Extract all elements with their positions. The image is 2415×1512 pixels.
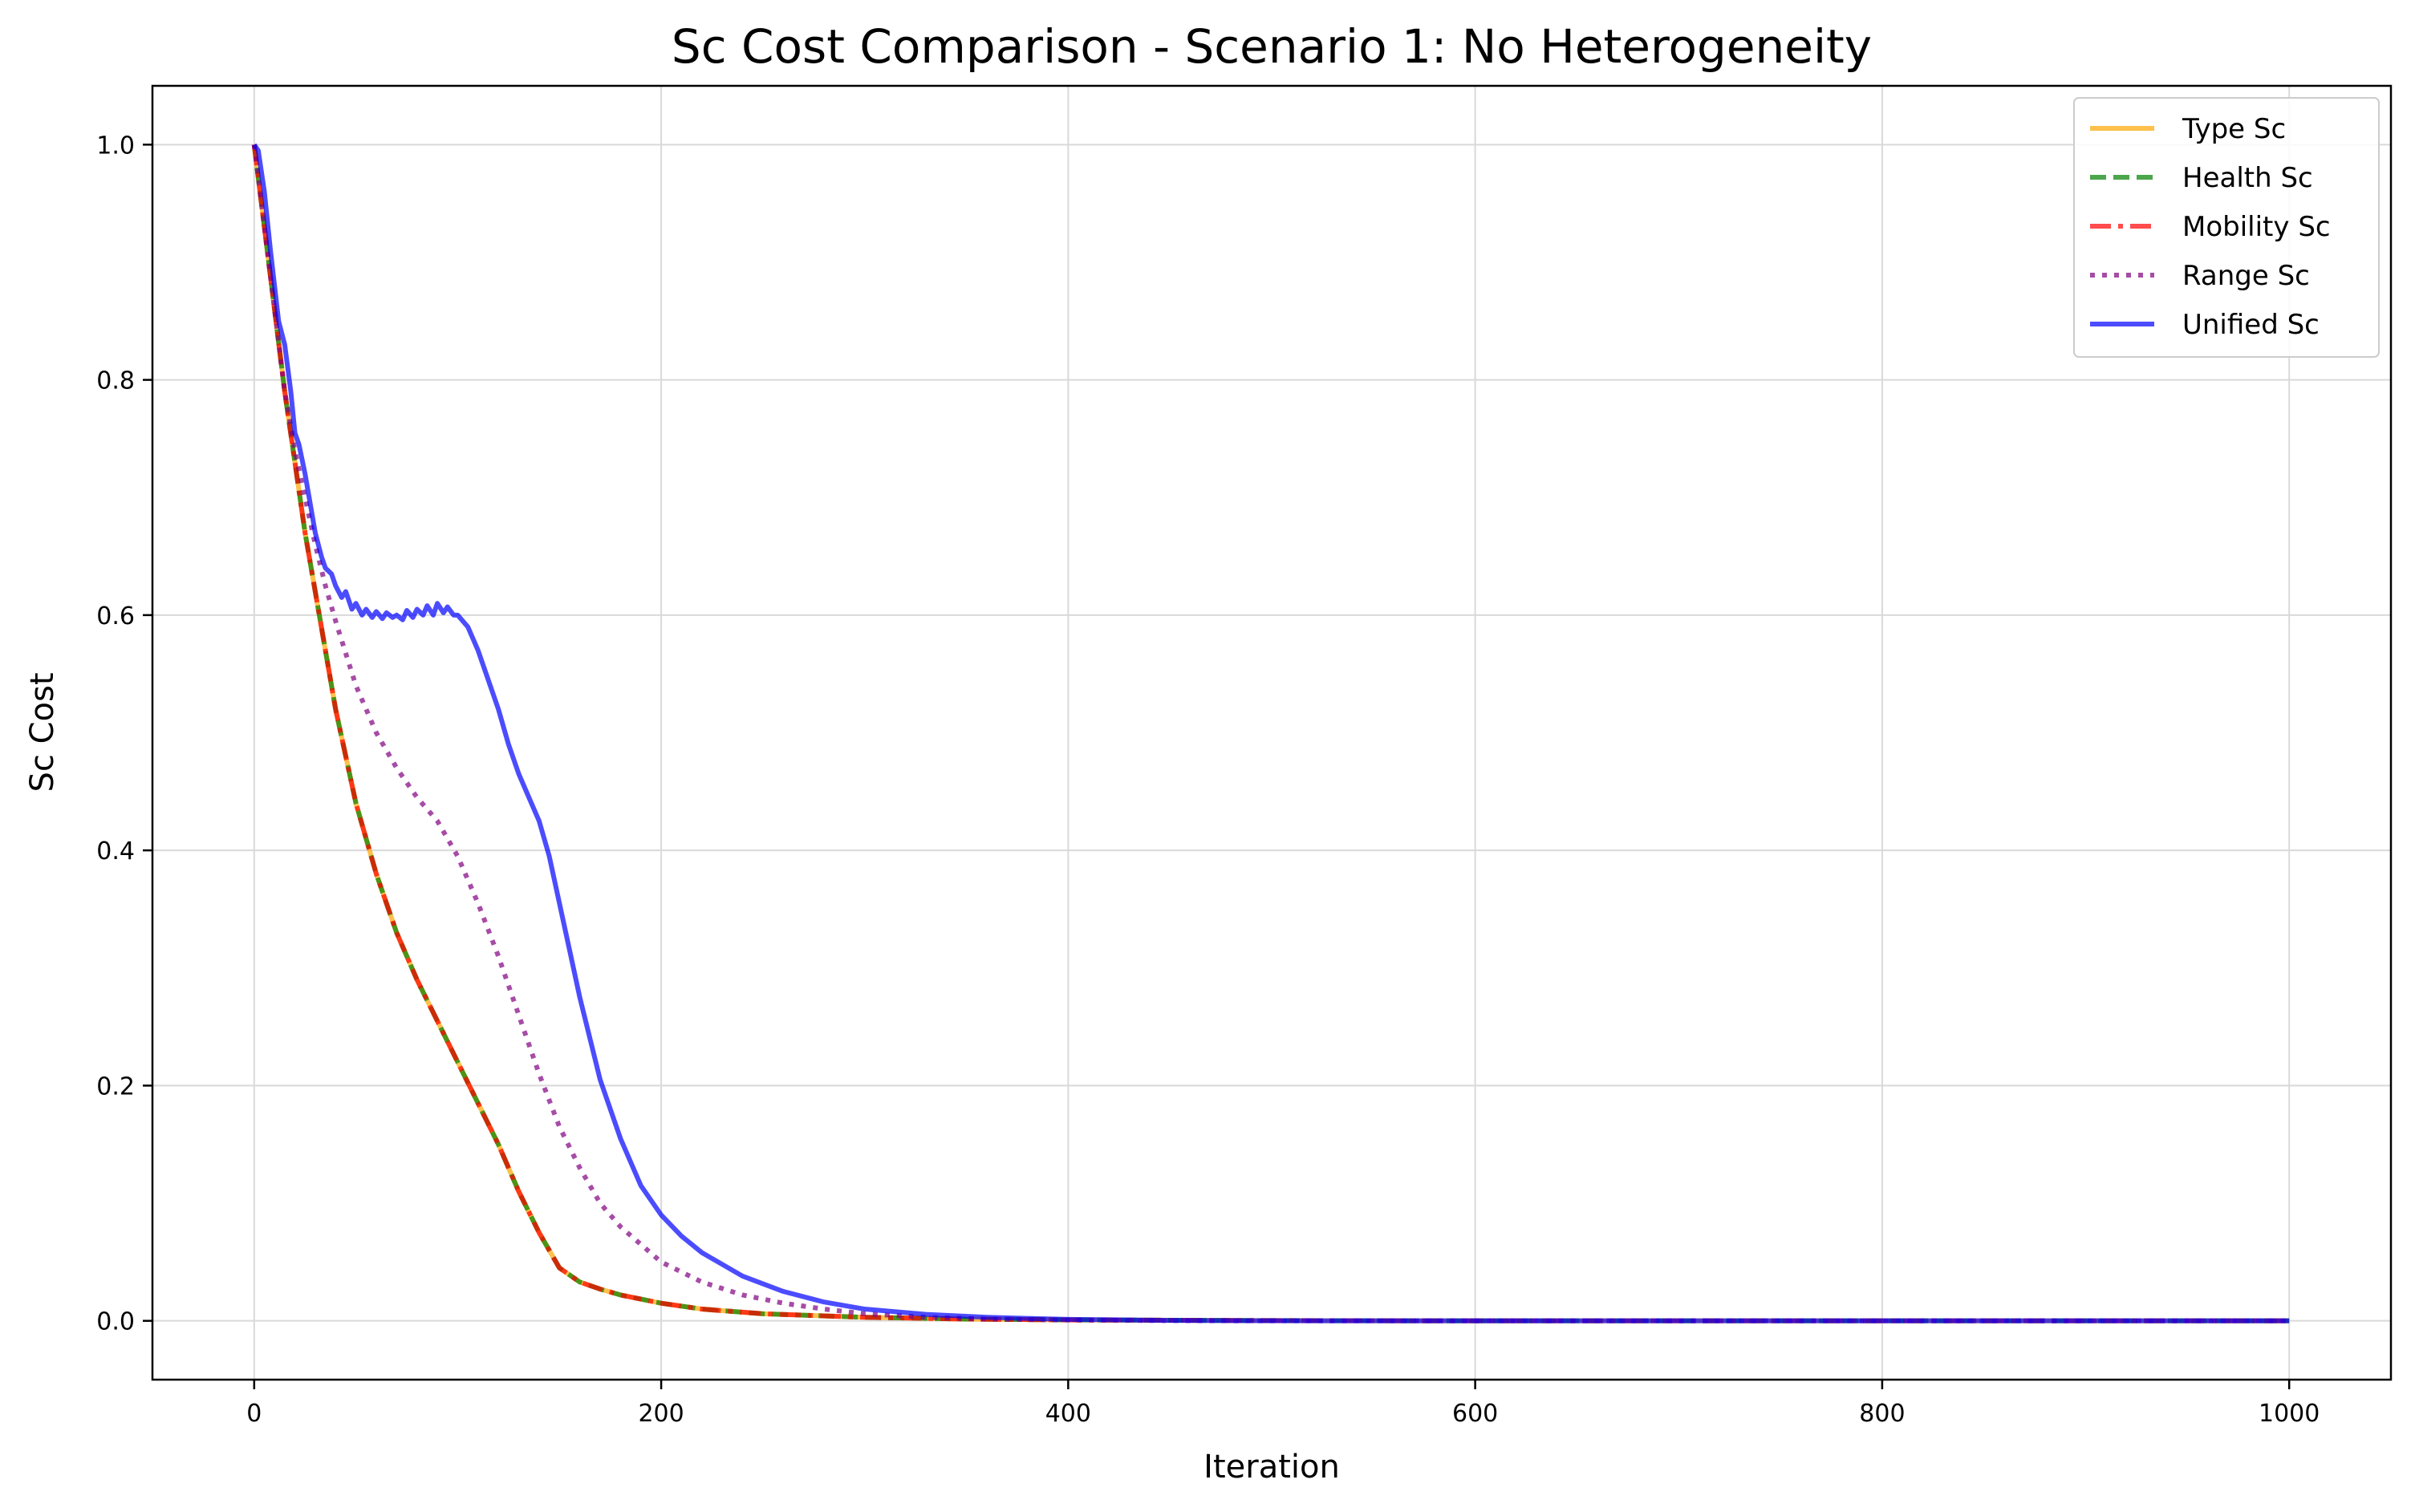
legend-label: Type Sc [2182, 113, 2286, 145]
x-tick-label: 200 [638, 1400, 684, 1428]
y-tick-label: 0.8 [96, 367, 135, 395]
legend-box [2073, 97, 2380, 358]
axes: 0 200 400 600 800 1000 0.0 0.2 0.4 0.6 0.8 1.0 [96, 132, 2320, 1428]
x-tick-label: 800 [1859, 1400, 1905, 1428]
x-tick-label: 1000 [2259, 1400, 2320, 1428]
y-axis-label: Sc Cost [24, 672, 61, 792]
series-line-type-sc [251, 144, 2290, 1324]
legend-label: Range Sc [2182, 260, 2310, 292]
y-tick-label: 0.0 [96, 1308, 135, 1336]
legend-label: Health Sc [2182, 162, 2313, 194]
chart-title: Sc Cost Comparison - Scenario 1: No Hete… [672, 19, 1872, 74]
x-tick-label: 0 [246, 1400, 262, 1428]
legend-label: Unified Sc [2182, 309, 2320, 341]
x-tick-label: 400 [1045, 1400, 1091, 1428]
x-axis-label: Iteration [1203, 1449, 1340, 1486]
series-lines [251, 143, 2290, 1324]
y-tick-label: 0.4 [96, 837, 135, 865]
y-tick-label: 0.2 [96, 1072, 135, 1101]
plot-frame [151, 84, 2393, 1381]
series-line-range-sc [251, 144, 2290, 1324]
y-tick-label: 0.6 [96, 602, 135, 630]
y-tick-label: 1.0 [96, 132, 135, 160]
legend-label: Mobility Sc [2182, 211, 2331, 243]
x-tick-label: 600 [1452, 1400, 1498, 1428]
series-line-unified-sc [252, 143, 2290, 1324]
legend: Type Sc Health Sc Mobility Sc Range Sc Unifi… [2073, 97, 2380, 358]
series-line-mobility-sc [251, 144, 2290, 1324]
grid [152, 86, 2391, 1380]
series-line-health-sc [251, 144, 2290, 1324]
